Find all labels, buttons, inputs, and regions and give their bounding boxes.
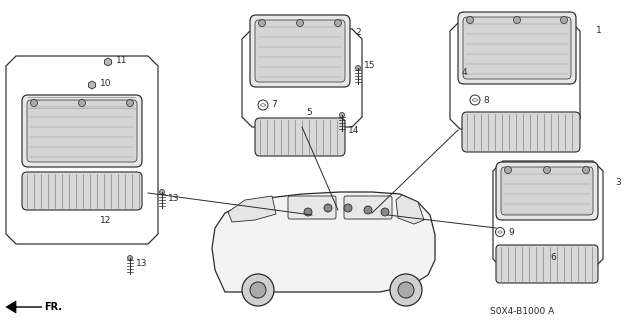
Circle shape	[398, 282, 414, 298]
Circle shape	[561, 17, 568, 23]
Text: 15: 15	[364, 60, 376, 69]
Circle shape	[335, 20, 342, 27]
FancyBboxPatch shape	[501, 167, 593, 215]
Circle shape	[304, 208, 312, 216]
Circle shape	[127, 255, 132, 260]
Text: 8: 8	[483, 95, 489, 105]
Text: 13: 13	[136, 260, 147, 268]
FancyBboxPatch shape	[288, 196, 336, 219]
Circle shape	[31, 100, 38, 107]
Circle shape	[250, 282, 266, 298]
Text: 14: 14	[348, 125, 360, 134]
Circle shape	[467, 17, 474, 23]
Circle shape	[242, 274, 274, 306]
Circle shape	[390, 274, 422, 306]
Text: FR.: FR.	[44, 302, 62, 312]
FancyBboxPatch shape	[255, 20, 345, 82]
Circle shape	[504, 166, 511, 173]
Text: 4: 4	[462, 68, 468, 76]
FancyBboxPatch shape	[496, 162, 598, 220]
Circle shape	[355, 66, 360, 70]
Circle shape	[543, 166, 550, 173]
Circle shape	[296, 20, 303, 27]
FancyBboxPatch shape	[496, 245, 598, 283]
Polygon shape	[212, 192, 435, 292]
FancyBboxPatch shape	[463, 17, 571, 79]
Circle shape	[513, 17, 520, 23]
Circle shape	[582, 166, 589, 173]
FancyBboxPatch shape	[22, 95, 142, 167]
Text: 13: 13	[168, 194, 179, 203]
Text: 6: 6	[550, 253, 556, 262]
Polygon shape	[88, 81, 95, 89]
Polygon shape	[396, 195, 424, 224]
Circle shape	[381, 208, 389, 216]
FancyBboxPatch shape	[458, 12, 576, 84]
FancyBboxPatch shape	[344, 196, 392, 219]
Text: 3: 3	[615, 178, 621, 187]
Circle shape	[344, 204, 352, 212]
Polygon shape	[228, 196, 276, 222]
Text: 5: 5	[306, 108, 312, 116]
Polygon shape	[6, 301, 42, 313]
Circle shape	[259, 20, 266, 27]
Circle shape	[364, 206, 372, 214]
Text: 12: 12	[100, 215, 111, 225]
FancyBboxPatch shape	[27, 100, 137, 162]
Text: 11: 11	[116, 55, 127, 65]
Text: 2: 2	[355, 28, 360, 36]
Text: 1: 1	[596, 26, 602, 35]
FancyBboxPatch shape	[255, 118, 345, 156]
FancyBboxPatch shape	[462, 112, 580, 152]
Polygon shape	[104, 58, 111, 66]
FancyBboxPatch shape	[22, 172, 142, 210]
FancyBboxPatch shape	[250, 15, 350, 87]
Text: S0X4-B1000 A: S0X4-B1000 A	[490, 308, 554, 316]
Circle shape	[79, 100, 86, 107]
Circle shape	[324, 204, 332, 212]
Text: 10: 10	[100, 78, 111, 87]
Text: 7: 7	[271, 100, 276, 108]
Circle shape	[127, 100, 134, 107]
Text: 9: 9	[508, 228, 514, 236]
Circle shape	[339, 113, 344, 117]
Circle shape	[159, 189, 164, 195]
